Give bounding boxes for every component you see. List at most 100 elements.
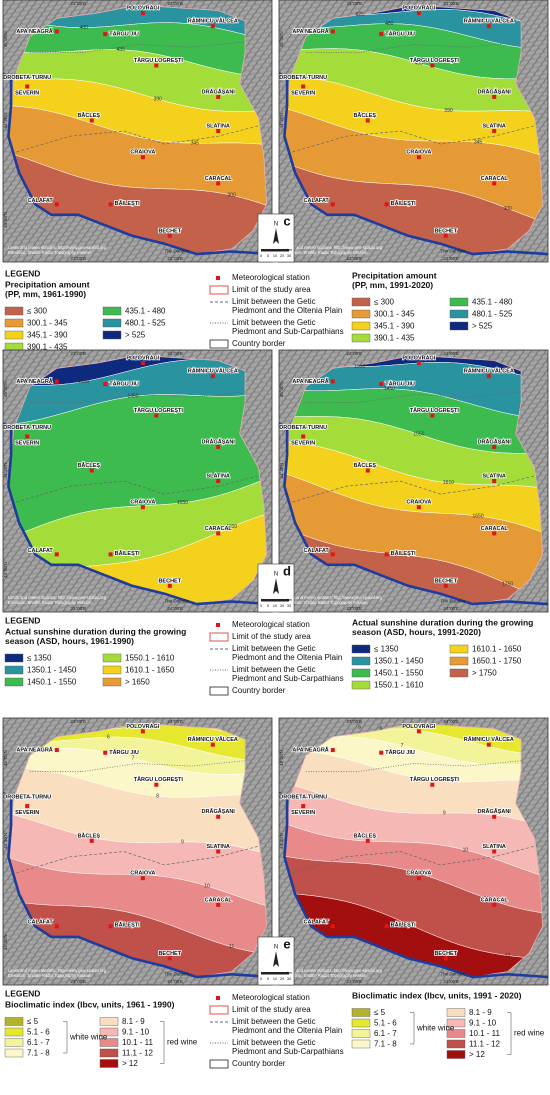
station-label: BECHET bbox=[158, 228, 181, 234]
station-label: TÂRGU LOGREȘTI bbox=[410, 57, 460, 64]
station-label: POLOVRAGI bbox=[126, 356, 159, 362]
lon-label: 23°00'E bbox=[70, 351, 86, 356]
legend-label: 6.1 - 7 bbox=[374, 1029, 397, 1038]
credit: Limits and meteo stations: http://www.ge… bbox=[8, 968, 107, 973]
symbol-study-area bbox=[209, 632, 229, 642]
lon-label: 24°00'E bbox=[443, 1, 459, 6]
scale-label: 30 bbox=[287, 977, 291, 981]
station bbox=[301, 804, 306, 809]
station bbox=[216, 902, 221, 907]
lat-label: 44°00'N bbox=[3, 562, 8, 578]
symbol-label: Piedmont and the Oltenia Plain bbox=[232, 306, 342, 315]
station-label: BĂILEȘTI bbox=[391, 200, 417, 207]
legend-label: 10.1 - 11 bbox=[122, 1038, 154, 1047]
station-label: TÂRGU JIU bbox=[109, 31, 139, 38]
station-label: CARACAL bbox=[481, 897, 509, 903]
station bbox=[384, 202, 389, 207]
legend-swatch bbox=[351, 333, 371, 343]
station bbox=[167, 956, 172, 961]
scale-label: 10 bbox=[273, 977, 277, 981]
legend-label: 345.1 - 390 bbox=[27, 331, 68, 340]
station bbox=[492, 531, 497, 536]
station-label: BĂCLEȘ bbox=[77, 462, 100, 469]
station bbox=[492, 902, 497, 907]
legend-label: ≤ 300 bbox=[27, 307, 48, 316]
credit: Limits and meteo stations: http://www.ge… bbox=[8, 245, 107, 250]
station-label: POLOVRAGI bbox=[402, 6, 435, 12]
station bbox=[486, 374, 491, 379]
legend-swatch bbox=[446, 1018, 466, 1028]
station-label: CRAIOVA bbox=[130, 871, 155, 877]
legend-label: 11.1 - 12 bbox=[122, 1049, 154, 1058]
lat-label: 45°00'N bbox=[3, 750, 8, 766]
station bbox=[140, 361, 145, 366]
station bbox=[25, 804, 30, 809]
contour-label: 390 bbox=[444, 108, 453, 114]
river-label: The Danube bbox=[164, 972, 189, 977]
legend-label: ≤ 1350 bbox=[374, 645, 399, 654]
station bbox=[89, 838, 94, 843]
symbol-border bbox=[209, 686, 229, 696]
map-frame bbox=[2, 717, 273, 986]
legend-label: 5.1 - 6 bbox=[374, 1019, 397, 1028]
station-label: DRĂGĂȘANI bbox=[478, 438, 512, 445]
legend-swatch bbox=[446, 1039, 466, 1049]
contour-label: 11 bbox=[229, 944, 234, 950]
station bbox=[330, 379, 335, 384]
legend-label: 390.1 - 435 bbox=[27, 343, 68, 352]
station-label: POLOVRAGI bbox=[402, 356, 435, 362]
credit: Limits and meteo stations: http://www.ge… bbox=[8, 595, 107, 600]
station-label: SEVERIN bbox=[291, 810, 315, 816]
station-label: DRĂGĂȘANI bbox=[202, 438, 236, 445]
station bbox=[54, 202, 59, 207]
legend-swatch bbox=[449, 644, 469, 654]
contour-label: 1550 bbox=[413, 432, 424, 438]
contour-label: 12 bbox=[505, 953, 511, 959]
legend-swatch bbox=[351, 656, 371, 666]
zones bbox=[284, 355, 543, 605]
danube bbox=[2, 791, 273, 979]
symbol-label: Meteorological station bbox=[232, 993, 310, 1002]
credit: Elevation: Shuttle Radar Topography Miss… bbox=[8, 600, 92, 605]
symbol-border bbox=[209, 339, 229, 349]
legend-title: (PP, mm, 1991-2020) bbox=[352, 280, 433, 290]
legend-swatch bbox=[449, 321, 469, 331]
scale-unit: km bbox=[287, 248, 292, 252]
legend-label: ≤ 5 bbox=[27, 1017, 39, 1026]
scale-bar bbox=[261, 599, 289, 602]
map: The Danube 525 480 435 390 345 300 POLOVRAGI APA… bbox=[278, 0, 549, 263]
station bbox=[103, 382, 108, 387]
station bbox=[154, 413, 159, 418]
station bbox=[416, 505, 421, 510]
lat-label: 44°30'N bbox=[279, 463, 284, 479]
station bbox=[379, 382, 384, 387]
legend-swatch bbox=[4, 1048, 24, 1058]
station bbox=[492, 129, 497, 133]
contour-label: 5 bbox=[358, 725, 361, 731]
station bbox=[430, 63, 435, 68]
scale-label: 10 bbox=[273, 254, 277, 258]
getic-plain-limit bbox=[292, 845, 535, 874]
lon-label: 23°00'E bbox=[346, 606, 362, 611]
station-label: BECHET bbox=[434, 951, 457, 957]
scale-label: 20 bbox=[280, 977, 284, 981]
station-label: TÂRGU JIU bbox=[109, 381, 139, 388]
scale-label: 10 bbox=[273, 604, 277, 608]
legend-swatch bbox=[4, 1038, 24, 1047]
station-label: BĂCLEȘ bbox=[353, 112, 376, 119]
legend-swatch bbox=[99, 1059, 119, 1068]
legend-title: (PP, mm, 1961-1990) bbox=[5, 289, 86, 299]
station-label: CALAFAT bbox=[304, 920, 330, 926]
station-label: TÂRGU LOGREȘTI bbox=[134, 57, 184, 64]
contour-label: 1450 bbox=[127, 394, 138, 400]
station-label: RÂMNICU VÂLCEA bbox=[464, 736, 514, 743]
station bbox=[492, 479, 497, 483]
symbol-label: Limit of the study area bbox=[232, 632, 311, 641]
station-label: BĂILEȘTI bbox=[115, 922, 141, 929]
getic-plain-limit bbox=[16, 475, 259, 503]
symbol-label: Piedmont and Sub-Carpathians bbox=[232, 327, 344, 336]
station-label: CRAIOVA bbox=[406, 500, 431, 506]
getic-plain-limit bbox=[16, 845, 259, 874]
subcarpathian-limit bbox=[29, 41, 246, 53]
